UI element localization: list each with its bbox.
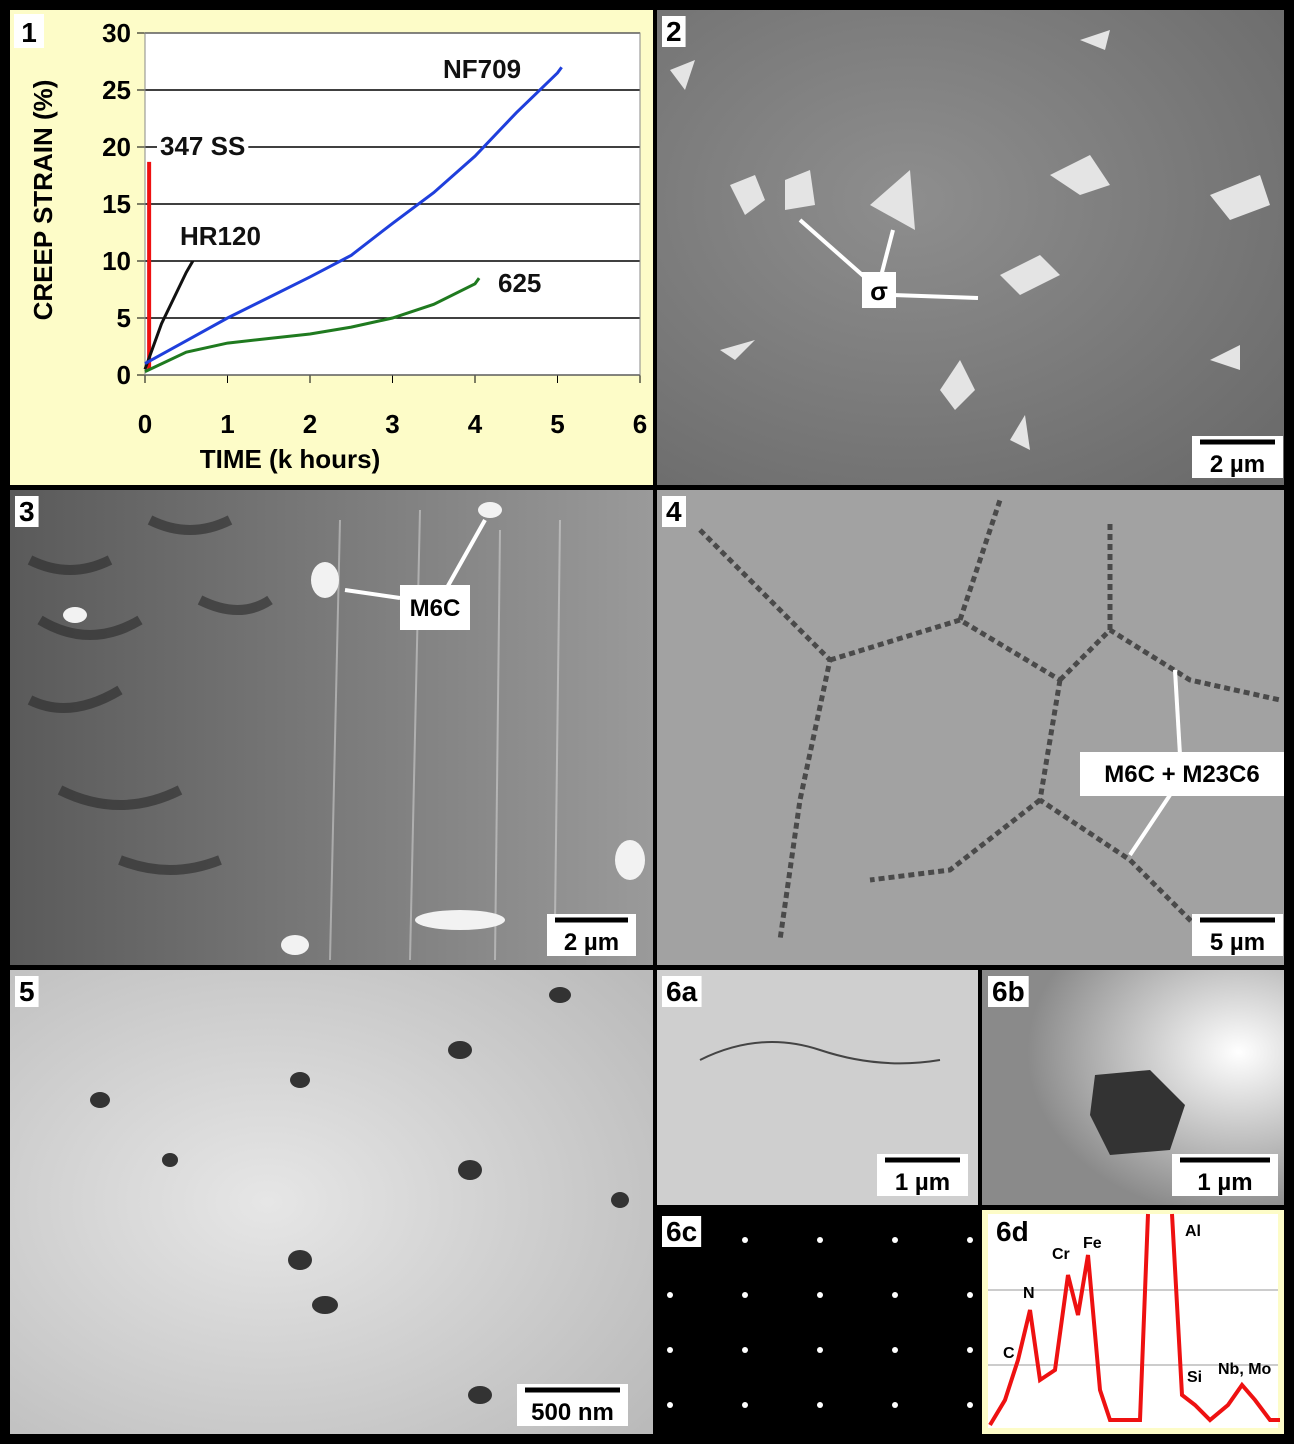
scale-label: 1 µm xyxy=(1197,1169,1252,1196)
spot xyxy=(667,1402,673,1408)
y-axis-label: CREEP STRAIN (%) xyxy=(28,80,58,321)
series-label: 347 SS xyxy=(160,131,245,161)
micrograph xyxy=(657,10,1284,485)
series-label: 625 xyxy=(498,268,541,298)
spot xyxy=(892,1292,898,1298)
spot xyxy=(892,1347,898,1353)
spot xyxy=(742,1347,748,1353)
spot xyxy=(967,1402,973,1408)
annotation: σ xyxy=(870,276,888,306)
spot xyxy=(742,1237,748,1243)
scale-label: 500 nm xyxy=(531,1399,614,1426)
diffraction xyxy=(657,1210,978,1434)
scale-label: 1 µm xyxy=(895,1169,950,1196)
spot xyxy=(667,1347,673,1353)
panel-label: 1 xyxy=(21,17,37,48)
panel-label: 6c xyxy=(666,1216,697,1247)
spot xyxy=(892,1237,898,1243)
panel-label: 6d xyxy=(996,1216,1029,1247)
panel-label: 6b xyxy=(992,976,1025,1007)
x-tick-label: 5 xyxy=(550,409,564,439)
x-tick-label: 6 xyxy=(633,409,647,439)
spot xyxy=(967,1292,973,1298)
y-tick-label: 25 xyxy=(102,75,131,105)
x-tick-label: 2 xyxy=(303,409,317,439)
panel-label: 3 xyxy=(19,496,35,527)
x-axis-label: TIME (k hours) xyxy=(200,444,381,474)
x-tick-label: 3 xyxy=(385,409,399,439)
annotation: M6C xyxy=(410,595,461,622)
scale-label: 5 µm xyxy=(1210,929,1265,956)
spot xyxy=(817,1402,823,1408)
panel-label: 5 xyxy=(19,976,35,1007)
series-label: NF709 xyxy=(443,54,521,84)
x-tick-label: 0 xyxy=(138,409,152,439)
panel-label: 4 xyxy=(666,496,682,527)
y-tick-label: 15 xyxy=(102,189,131,219)
peak-label: Al xyxy=(1185,1223,1201,1240)
y-tick-label: 20 xyxy=(102,132,131,162)
y-tick-label: 30 xyxy=(102,18,131,48)
spot xyxy=(967,1237,973,1243)
spot xyxy=(667,1292,673,1298)
panel-label: 2 xyxy=(666,16,682,47)
y-tick-label: 5 xyxy=(117,303,131,333)
scale-label: 2 µm xyxy=(1210,451,1265,478)
micrograph xyxy=(657,490,1284,965)
peak-label: C xyxy=(1003,1345,1015,1362)
annotation: M6C + M23C6 xyxy=(1104,761,1259,788)
spot xyxy=(742,1292,748,1298)
y-tick-label: 10 xyxy=(102,246,131,276)
micrograph xyxy=(10,970,653,1434)
y-tick-label: 0 xyxy=(117,360,131,390)
series-label: HR120 xyxy=(180,221,261,251)
spot xyxy=(817,1292,823,1298)
peak-label: Cr xyxy=(1052,1246,1070,1263)
spot xyxy=(817,1237,823,1243)
peak-label: Nb, Mo xyxy=(1218,1361,1272,1378)
spot xyxy=(817,1347,823,1353)
spot xyxy=(742,1402,748,1408)
peak-label: N xyxy=(1023,1285,1035,1302)
peak-label: Si xyxy=(1187,1369,1202,1386)
scale-label: 2 µm xyxy=(564,929,619,956)
spot xyxy=(892,1402,898,1408)
spot xyxy=(967,1347,973,1353)
panel-label: 6a xyxy=(666,976,698,1007)
figure: 0510152025300123456347 SSHR120NF709625 1… xyxy=(0,0,1294,1444)
peak-label: Fe xyxy=(1083,1235,1102,1252)
x-tick-label: 4 xyxy=(468,409,483,439)
x-tick-label: 1 xyxy=(220,409,234,439)
